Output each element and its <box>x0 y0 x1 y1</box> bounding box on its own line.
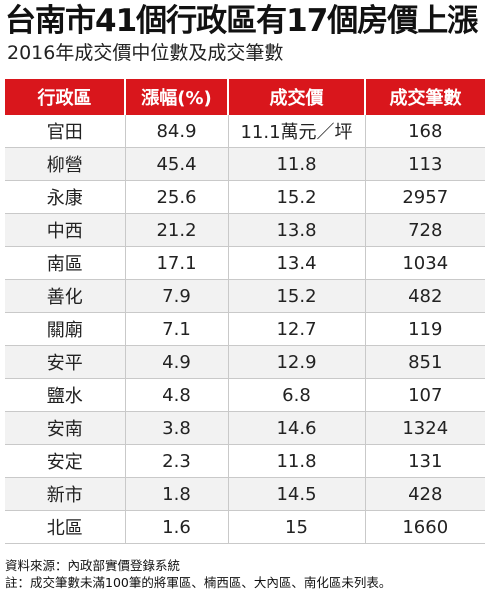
table-row: 新市 1.8 14.5 428 <box>5 477 485 511</box>
cell-growth: 45.4 <box>125 147 229 181</box>
cell-price: 15.2 <box>228 279 366 313</box>
data-table: 行政區 漲幅(%) 成交價 成交筆數 官田 84.9 11.1萬元／坪 168 柳營 45… <box>5 79 485 544</box>
cell-district: 永康 <box>5 180 126 214</box>
column-header-count: 成交筆數 <box>365 79 485 115</box>
table-row: 永康 25.6 15.2 2957 <box>5 180 485 214</box>
cell-growth: 25.6 <box>125 180 229 214</box>
cell-count: 428 <box>365 477 485 511</box>
cell-district: 安平 <box>5 345 126 379</box>
cell-price: 13.4 <box>228 246 366 280</box>
cell-growth: 4.9 <box>125 345 229 379</box>
cell-count: 131 <box>365 444 485 478</box>
cell-growth: 4.8 <box>125 378 229 412</box>
table-body: 官田 84.9 11.1萬元／坪 168 柳營 45.4 11.8 113 永康 25.6 15.2… <box>5 115 485 544</box>
cell-count: 728 <box>365 213 485 247</box>
page-title: 台南市41個行政區有17個房價上漲 <box>5 3 478 39</box>
cell-growth: 17.1 <box>125 246 229 280</box>
cell-price: 13.8 <box>228 213 366 247</box>
cell-count: 1324 <box>365 411 485 445</box>
table-row: 中西 21.2 13.8 728 <box>5 213 485 247</box>
cell-count: 107 <box>365 378 485 412</box>
cell-district: 北區 <box>5 510 126 544</box>
cell-district: 安南 <box>5 411 126 445</box>
cell-district: 鹽水 <box>5 378 126 412</box>
cell-price: 12.9 <box>228 345 366 379</box>
header-row: 行政區 漲幅(%) 成交價 成交筆數 <box>5 79 485 115</box>
cell-growth: 1.6 <box>125 510 229 544</box>
column-header-growth: 漲幅(%) <box>125 79 229 115</box>
cell-growth: 1.8 <box>125 477 229 511</box>
cell-count: 119 <box>365 312 485 346</box>
page-subtitle: 2016年成交價中位數及成交筆數 <box>7 42 284 64</box>
table-row: 安南 3.8 14.6 1324 <box>5 411 485 445</box>
table-row: 安定 2.3 11.8 131 <box>5 444 485 478</box>
column-header-price: 成交價 <box>228 79 366 115</box>
table-row: 官田 84.9 11.1萬元／坪 168 <box>5 115 485 148</box>
cell-growth: 3.8 <box>125 411 229 445</box>
table-row: 鹽水 4.8 6.8 107 <box>5 378 485 412</box>
table-row: 南區 17.1 13.4 1034 <box>5 246 485 280</box>
cell-count: 1034 <box>365 246 485 280</box>
cell-count: 1660 <box>365 510 485 544</box>
cell-growth: 21.2 <box>125 213 229 247</box>
cell-price: 14.5 <box>228 477 366 511</box>
cell-growth: 7.9 <box>125 279 229 313</box>
cell-district: 南區 <box>5 246 126 280</box>
cell-price: 15.2 <box>228 180 366 214</box>
source-note: 資料來源：內政部實價登錄系統 <box>5 558 181 573</box>
table-row: 柳營 45.4 11.8 113 <box>5 147 485 181</box>
cell-count: 2957 <box>365 180 485 214</box>
table-row: 安平 4.9 12.9 851 <box>5 345 485 379</box>
cell-count: 851 <box>365 345 485 379</box>
cell-growth: 7.1 <box>125 312 229 346</box>
cell-growth: 2.3 <box>125 444 229 478</box>
cell-price: 11.1萬元／坪 <box>228 115 366 148</box>
cell-count: 168 <box>365 115 485 148</box>
cell-price: 15 <box>228 510 366 544</box>
cell-price: 11.8 <box>228 147 366 181</box>
cell-price: 6.8 <box>228 378 366 412</box>
exclusion-note: 註：成交筆數未滿100筆的將軍區、楠西區、大內區、南化區未列表。 <box>5 575 392 590</box>
table-row: 北區 1.6 15 1660 <box>5 510 485 544</box>
table-row: 善化 7.9 15.2 482 <box>5 279 485 313</box>
cell-growth: 84.9 <box>125 115 229 148</box>
column-header-district: 行政區 <box>5 79 126 115</box>
cell-district: 善化 <box>5 279 126 313</box>
cell-district: 新市 <box>5 477 126 511</box>
footnotes: 資料來源：內政部實價登錄系統 註：成交筆數未滿100筆的將軍區、楠西區、大內區、… <box>5 557 391 591</box>
cell-price: 12.7 <box>228 312 366 346</box>
table-header: 行政區 漲幅(%) 成交價 成交筆數 <box>5 79 485 115</box>
table-row: 關廟 7.1 12.7 119 <box>5 312 485 346</box>
cell-count: 113 <box>365 147 485 181</box>
cell-price: 11.8 <box>228 444 366 478</box>
cell-district: 關廟 <box>5 312 126 346</box>
cell-district: 柳營 <box>5 147 126 181</box>
cell-price: 14.6 <box>228 411 366 445</box>
cell-district: 安定 <box>5 444 126 478</box>
cell-district: 官田 <box>5 115 126 148</box>
cell-count: 482 <box>365 279 485 313</box>
cell-district: 中西 <box>5 213 126 247</box>
